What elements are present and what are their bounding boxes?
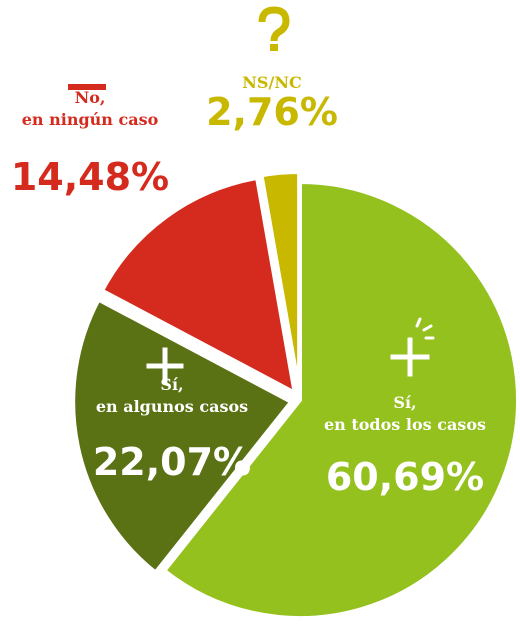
icon-question [258, 6, 290, 51]
category-label: en algunos casos [96, 397, 248, 416]
category-label: No, [75, 88, 106, 107]
value-label: 14,48% [11, 155, 169, 199]
category-label: Sí, [160, 375, 183, 394]
category-label: en ningún caso [22, 110, 159, 129]
icon-sparkle [415, 317, 435, 340]
value-label: 2,76% [206, 90, 338, 134]
category-label: Sí, [393, 393, 416, 412]
icon-plus [146, 347, 184, 385]
pie-slice [100, 175, 297, 395]
labels: Sí, en todos los casos 60,69% Sí, en algunos… [11, 73, 486, 499]
slices [71, 170, 520, 620]
category-label: en todos los casos [324, 415, 486, 434]
icon-minus [68, 84, 106, 90]
pie-slice [162, 180, 520, 620]
value-label: 60,69% [326, 455, 484, 499]
value-label: 22,07% [93, 440, 251, 484]
pie-slice [71, 297, 294, 575]
category-label: NS/NC [242, 73, 301, 92]
pie-slice [259, 170, 302, 393]
icon-plus [390, 337, 430, 377]
